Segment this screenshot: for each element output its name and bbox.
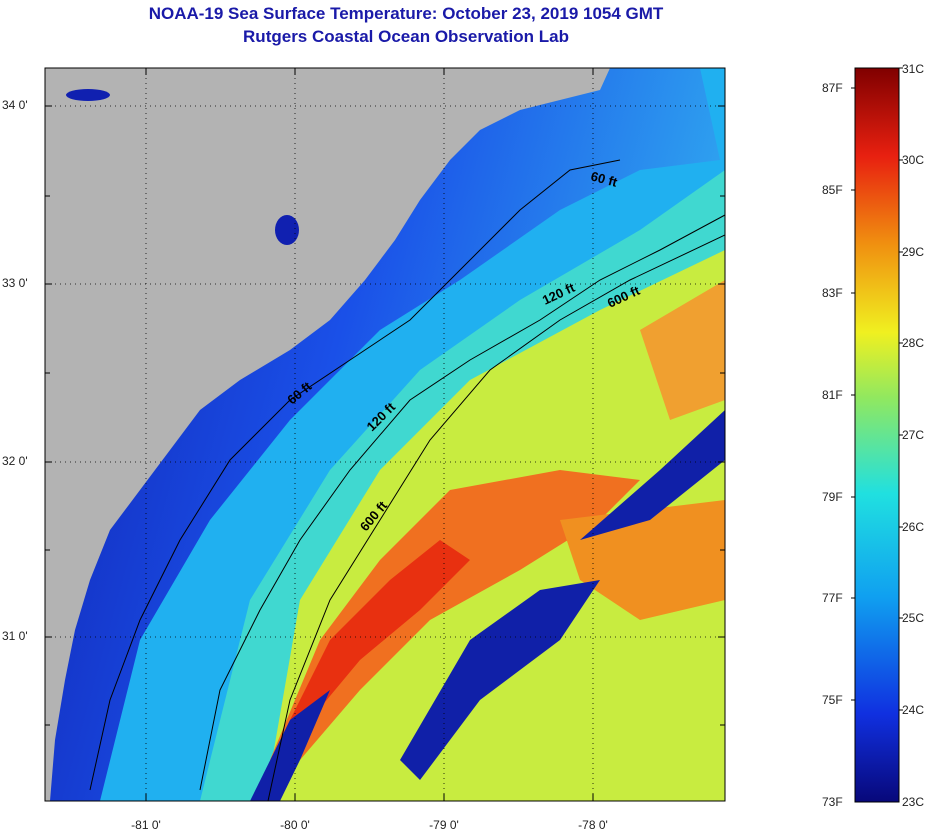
gulf-stream-core bbox=[290, 540, 470, 720]
lon-tick-label: -79 0' bbox=[429, 818, 459, 832]
colorbar-c-label: 26C bbox=[902, 520, 925, 534]
colorbar-c-label: 31C bbox=[902, 62, 925, 76]
chart-title: NOAA-19 Sea Surface Temperature: October… bbox=[148, 4, 664, 23]
inland-lake bbox=[275, 215, 299, 245]
colorbar-c-label: 24C bbox=[902, 703, 925, 717]
inland-lake-2 bbox=[66, 89, 110, 101]
cloud-streak-2 bbox=[580, 410, 725, 540]
colorbar-c-label: 29C bbox=[902, 245, 925, 259]
lat-tick-label: 32 0' bbox=[2, 454, 28, 468]
colorbar-f-label: 73F bbox=[822, 795, 843, 809]
cloud-streak bbox=[400, 580, 600, 780]
colorbar-f-label: 87F bbox=[822, 81, 843, 95]
colorbar-f-label: 83F bbox=[822, 286, 843, 300]
lon-tick-label: -80 0' bbox=[280, 818, 310, 832]
colorbar-ticks bbox=[851, 67, 903, 711]
isobath-120ft bbox=[199, 214, 725, 791]
lat-tick-label: 31 0' bbox=[2, 629, 28, 643]
gulf-stream-warm-band bbox=[270, 470, 640, 760]
colorbar-c-label: 28C bbox=[902, 336, 925, 350]
colorbar-f-label: 77F bbox=[822, 591, 843, 605]
colorbar-f-label: 79F bbox=[822, 490, 843, 504]
cloud-streak-3 bbox=[250, 690, 330, 801]
map-frame bbox=[44, 67, 726, 802]
isobath-600ft bbox=[267, 234, 725, 801]
colorbar-c-label: 30C bbox=[902, 153, 925, 167]
colorbar-f-label: 85F bbox=[822, 183, 843, 197]
colorbar-f-label: 75F bbox=[822, 693, 843, 707]
isobath-60ft bbox=[89, 159, 621, 791]
lat-tick-label: 34 0' bbox=[2, 98, 28, 112]
offshore-warm-patch bbox=[640, 280, 725, 420]
colorbar bbox=[854, 67, 900, 803]
isobath-label: 60 ft bbox=[589, 168, 619, 190]
colorbar-c-label: 27C bbox=[902, 428, 925, 442]
lon-tick-label: -81 0' bbox=[131, 818, 161, 832]
lat-tick-label: 33 0' bbox=[2, 276, 28, 290]
axis-ticks bbox=[45, 68, 725, 801]
map-area bbox=[45, 68, 725, 801]
colorbar-c-label: 23C bbox=[902, 795, 925, 809]
land bbox=[45, 68, 610, 801]
lon-tick-label: -78 0' bbox=[578, 818, 608, 832]
graticule bbox=[45, 68, 725, 801]
colorbar-f-label: 81F bbox=[822, 388, 843, 402]
colorbar-c-label: 25C bbox=[902, 611, 925, 625]
chart-subtitle: Rutgers Coastal Ocean Observation Lab bbox=[243, 27, 569, 46]
